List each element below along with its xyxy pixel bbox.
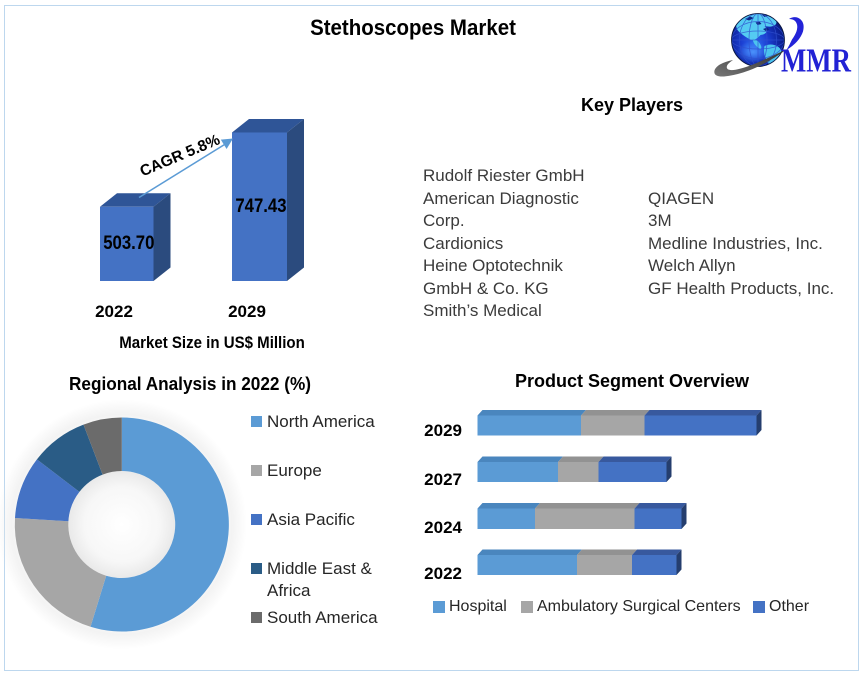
svg-text:MMR: MMR — [781, 43, 851, 80]
